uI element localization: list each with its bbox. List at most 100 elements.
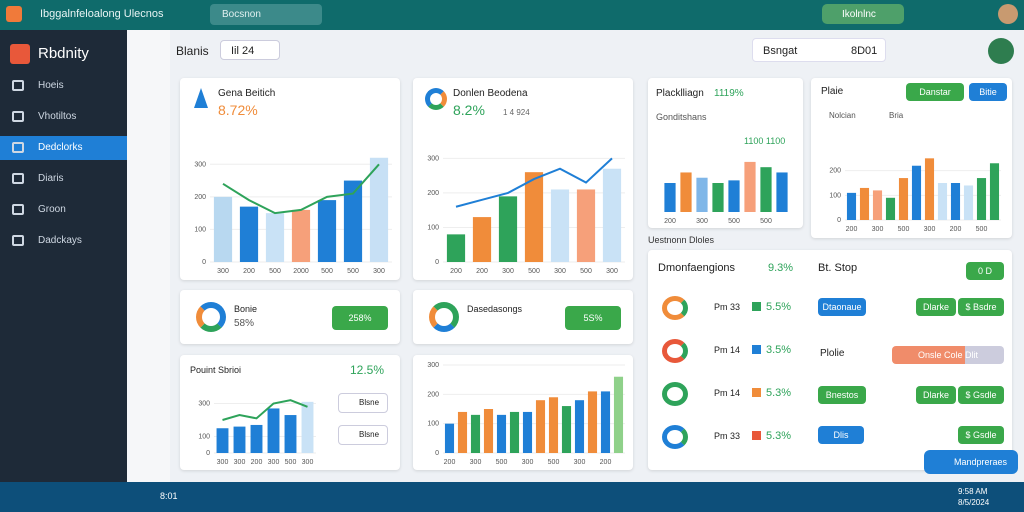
card-icon [425, 88, 447, 110]
action-button[interactable]: Dtaonaue [818, 298, 866, 316]
card-title: Plaie [821, 86, 844, 97]
row-icon [662, 339, 688, 363]
taskbar: 8:01 9:58 AM 8/5/2024 [0, 482, 1024, 512]
bar [524, 172, 544, 262]
card-value: 8.72% [218, 102, 258, 118]
x-tick-label: 300 [217, 459, 229, 466]
y-tick-label: 100 [829, 192, 841, 199]
x-tick-label: 200 [243, 268, 255, 275]
kpi-card: Dasedasongs 5S% [413, 290, 633, 344]
bar [680, 172, 692, 212]
y-tick-label: 300 [194, 161, 206, 168]
action-button[interactable]: Bitie [969, 83, 1007, 101]
filter-button[interactable]: Iil 24 [220, 40, 280, 60]
bar [317, 200, 337, 262]
card-subtitle: Gonditshans [656, 112, 707, 122]
row-icon [662, 296, 688, 320]
clock: 9:58 AM [958, 487, 988, 496]
y-tick-label: 0 [435, 450, 439, 457]
y-tick-label: 0 [202, 259, 206, 266]
bar [522, 411, 533, 453]
option-button[interactable]: Blsne [338, 393, 388, 413]
card: Pouint Sbrioi 12.5% 0 100 300 300 300 200 300 5… [180, 355, 400, 470]
bar [712, 183, 724, 212]
bar [239, 206, 259, 262]
kpi-title: Bonie [234, 304, 258, 314]
brand-icon [10, 44, 30, 64]
nav-item[interactable]: Vhotiltos [38, 111, 77, 122]
action-button[interactable]: $ Bsdre [958, 298, 1004, 316]
y-tick-label: 0 [206, 450, 210, 457]
y-tick-label: 0 [837, 217, 841, 224]
x-tick-label: 500 [285, 459, 297, 466]
x-tick-label: 200 [251, 459, 263, 466]
x-tick-label: 300 [234, 459, 246, 466]
option-button[interactable]: Blsne [338, 425, 388, 445]
kpi-button[interactable]: 258% [332, 306, 388, 330]
bar [550, 189, 570, 262]
card-title: Pouint Sbrioi [190, 365, 242, 375]
bar [250, 424, 263, 453]
x-tick-label: 300 [470, 459, 482, 466]
nav-item[interactable]: Diaris [38, 173, 64, 184]
row-value: 5.3% [766, 430, 792, 442]
action-button[interactable]: Danstar [906, 83, 964, 101]
bar [602, 168, 622, 262]
toggle[interactable]: 0 D [966, 262, 1004, 280]
bar [728, 180, 740, 212]
bar [664, 183, 676, 212]
action-button[interactable]: Dlarke [916, 386, 956, 404]
chart: 0 100 200 300 200 300 500 300 500 300 200 [427, 362, 625, 466]
nav-active [0, 136, 127, 160]
bar [369, 157, 389, 262]
row-marker [752, 388, 761, 397]
panel-title: Bt. Stop [818, 262, 858, 274]
card: 0 100 200 300 200 300 500 300 500 300 200 [413, 355, 633, 470]
action-button[interactable]: Bnestos [818, 386, 866, 404]
row-value: 5.5% [766, 301, 792, 313]
user-avatar[interactable] [988, 38, 1014, 64]
brand: Rbdnity [38, 45, 89, 62]
y-tick-label: 200 [427, 190, 439, 197]
section-title: Uestnonn Dloles [648, 235, 715, 245]
nav-item[interactable]: Dedclorks [38, 142, 83, 153]
nav-item[interactable]: Dadckays [38, 235, 82, 246]
x-tick-label: 300 [872, 226, 884, 233]
x-tick-label: 500 [580, 268, 592, 275]
action-button[interactable]: Dlarke [916, 298, 956, 316]
chart: 0 100 200 300 300 200 500 2000 500 500 300 [194, 157, 392, 275]
list-title: Dmonfaengions [658, 262, 736, 274]
bar [963, 185, 974, 220]
fab[interactable]: Mandpreraes [924, 450, 1018, 474]
card: Placklliagn 1119% Gonditshans 1100 1100 … [648, 78, 803, 228]
taskbar-item[interactable]: 8:01 [160, 491, 178, 501]
kpi-title: Dasedasongs [467, 304, 523, 314]
nav-item[interactable]: Hoeis [38, 80, 64, 91]
bar [950, 183, 961, 220]
bar [284, 415, 297, 453]
y-tick-label: 300 [198, 401, 210, 408]
x-tick-label: 200 [444, 459, 456, 466]
search[interactable]: Bocsnon [210, 4, 322, 25]
bar [470, 414, 481, 453]
search-label: Bsngat [763, 45, 798, 57]
avatar[interactable] [998, 4, 1018, 24]
bar [937, 183, 948, 220]
header-search[interactable]: Bsngat 8D01 [752, 38, 886, 62]
action-button[interactable]: $ Gsdle [958, 426, 1004, 444]
nav-icon [12, 235, 24, 246]
action-button[interactable]: $ Gsdle [958, 386, 1004, 404]
x-tick-label: 500 [321, 268, 333, 275]
bar [301, 401, 314, 453]
row-label: Pm 14 [714, 388, 741, 398]
search-value: 8D01 [851, 45, 878, 57]
action-button[interactable]: Dlis [818, 426, 864, 444]
bar [343, 180, 363, 262]
x-tick-label: 300 [574, 459, 586, 466]
y-tick-label: 0 [435, 259, 439, 266]
nav-item[interactable]: Groon [38, 204, 66, 215]
bar [535, 400, 546, 453]
status-pill[interactable]: Ikolnlnc [822, 4, 904, 24]
kpi-button[interactable]: 5S% [565, 306, 621, 330]
